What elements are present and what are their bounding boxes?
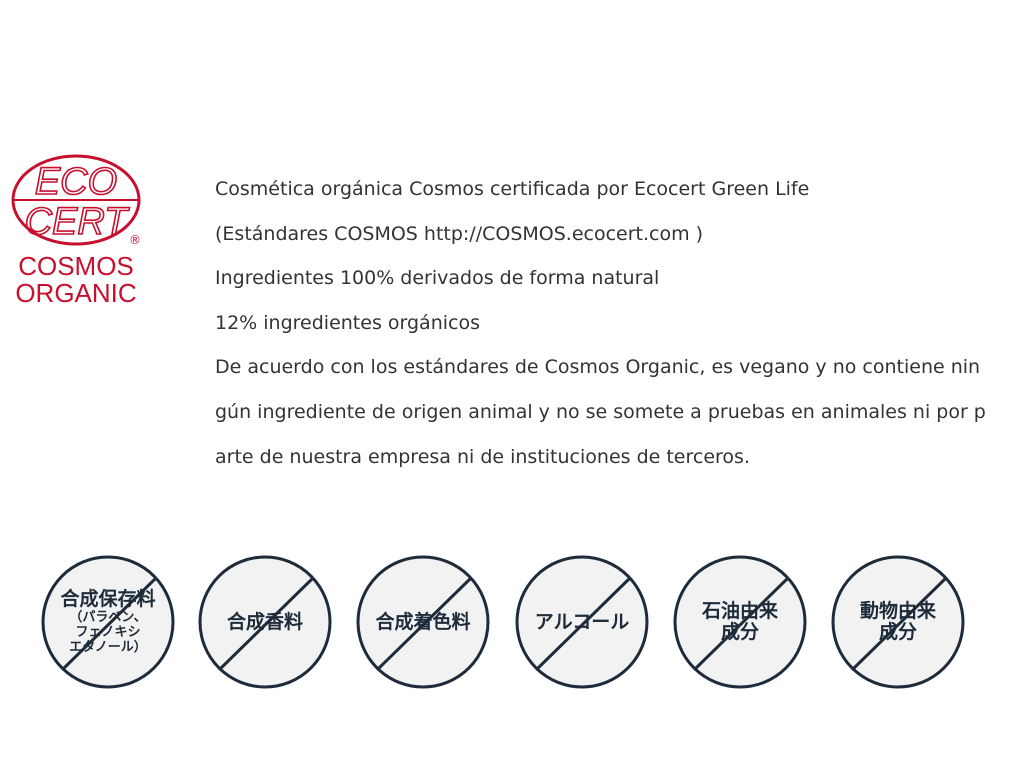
badge-no-synthetic-fragrance: 合成香料 [197,554,333,690]
badge-no-synthetic-colorants: 合成着色料 [355,554,491,690]
badge-no-animal-ingredients: 動物由来 成分 [830,554,966,690]
badge-no-synthetic-preservatives: 合成保存料 （パラベン、 フェノキシ エタノール） [40,554,176,690]
badge-no-alcohol: アルコール [514,554,650,690]
svg-text:COSMOS: COSMOS [18,251,134,281]
svg-text:CERT: CERT [25,201,131,243]
free-from-badges: 合成保存料 （パラベン、 フェノキシ エタノール） 合成香料 合成着色料 アルコ… [0,540,1024,710]
description-line: 12% ingredientes orgánicos [215,311,480,334]
svg-text:®: ® [129,233,141,247]
svg-text:ECO: ECO [35,161,117,203]
description-line: Cosmética orgánica Cosmos certificada po… [215,178,810,200]
description-line: (Estándares COSMOS http://COSMOS.ecocert… [215,222,704,245]
description-line: arte de nuestra empresa ni de institucio… [215,445,750,468]
description-line: gún ingrediente de origen animal y no se… [215,400,986,423]
ecocert-cosmos-organic-logo: ECO CERT ® COSMOS ORGANIC [8,150,153,310]
svg-text:ORGANIC: ORGANIC [15,278,136,308]
badge-no-petroleum-ingredients: 石油由来 成分 [672,554,808,690]
description-line: De acuerdo con los estándares de Cosmos … [215,356,981,379]
certification-description: Cosmética orgánica Cosmos certificada po… [215,172,1015,484]
description-line: Ingredientes 100% derivados de forma nat… [215,267,660,290]
